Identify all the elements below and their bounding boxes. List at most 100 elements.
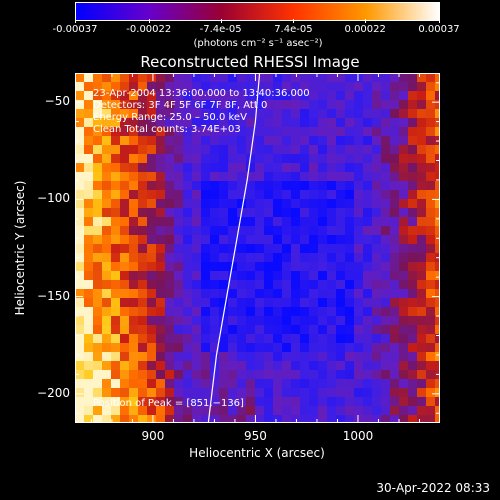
- heatmap-cell: [300, 181, 310, 191]
- heatmap-cell: [354, 307, 364, 317]
- heatmap-cell: [201, 91, 211, 101]
- heatmap-cell: [120, 253, 130, 263]
- heatmap-cell: [327, 208, 337, 218]
- heatmap-cell: [372, 307, 382, 317]
- heatmap-cell: [120, 361, 130, 371]
- heatmap-cell: [327, 271, 337, 281]
- heatmap-cell: [84, 271, 94, 281]
- heatmap-cell: [102, 253, 112, 263]
- heatmap-cell: [291, 109, 301, 119]
- heatmap-cell: [336, 307, 346, 317]
- heatmap-cell: [192, 325, 202, 335]
- heatmap-cell: [129, 127, 139, 137]
- heatmap-cell: [246, 127, 256, 137]
- heatmap-cell: [156, 199, 166, 209]
- heatmap-cell: [165, 262, 175, 272]
- heatmap-cell: [345, 262, 355, 272]
- heatmap-cell: [390, 379, 400, 389]
- heatmap-cell: [237, 379, 247, 389]
- heatmap-cell: [246, 109, 256, 119]
- heatmap-cell: [381, 307, 391, 317]
- heatmap-cell: [129, 199, 139, 209]
- heatmap-cell: [399, 307, 409, 317]
- heatmap-cell: [291, 163, 301, 173]
- heatmap-cell: [111, 208, 121, 218]
- heatmap-cell: [138, 226, 148, 236]
- heatmap-cell: [120, 172, 130, 182]
- heatmap-cell: [264, 199, 274, 209]
- y-tick-label: −50: [44, 94, 70, 109]
- heatmap-cell: [165, 199, 175, 209]
- heatmap-cell: [372, 343, 382, 353]
- heatmap-cell: [147, 91, 157, 101]
- heatmap-cell: [237, 388, 247, 398]
- heatmap-plot: [75, 73, 440, 423]
- heatmap-cell: [354, 172, 364, 182]
- heatmap-cell: [228, 343, 238, 353]
- heatmap-cell: [111, 379, 121, 389]
- heatmap-cell: [156, 226, 166, 236]
- heatmap-cell: [147, 352, 157, 362]
- heatmap-cell: [345, 253, 355, 263]
- heatmap-cell: [399, 244, 409, 254]
- heatmap-cell: [300, 370, 310, 380]
- heatmap-cell: [381, 199, 391, 209]
- heatmap-cell: [327, 397, 337, 407]
- heatmap-cell: [435, 271, 440, 281]
- heatmap-cell: [336, 253, 346, 263]
- heatmap-cell: [120, 235, 130, 245]
- heatmap-cell: [327, 127, 337, 137]
- heatmap-cell: [210, 199, 220, 209]
- heatmap-cell: [300, 109, 310, 119]
- heatmap-cell: [336, 289, 346, 299]
- heatmap-cell: [372, 316, 382, 326]
- heatmap-cell: [156, 172, 166, 182]
- heatmap-cell: [228, 361, 238, 371]
- heatmap-cell: [219, 262, 229, 272]
- heatmap-cell: [345, 163, 355, 173]
- heatmap-cell: [174, 82, 184, 92]
- heatmap-cell: [363, 343, 373, 353]
- heatmap-cell: [336, 199, 346, 209]
- heatmap-cell: [84, 388, 94, 398]
- heatmap-cell: [282, 208, 292, 218]
- heatmap-cell: [84, 145, 94, 155]
- heatmap-cell: [264, 91, 274, 101]
- heatmap-cell: [372, 73, 382, 83]
- heatmap-cell: [426, 82, 436, 92]
- heatmap-cell: [165, 235, 175, 245]
- heatmap-cell: [318, 316, 328, 326]
- heatmap-cell: [264, 352, 274, 362]
- heatmap-cell: [192, 361, 202, 371]
- heatmap-cell: [174, 253, 184, 263]
- heatmap-cell: [327, 226, 337, 236]
- heatmap-cell: [255, 307, 265, 317]
- heatmap-cell: [111, 280, 121, 290]
- heatmap-cell: [273, 100, 283, 110]
- heatmap-cell: [75, 352, 85, 362]
- heatmap-cell: [156, 307, 166, 317]
- heatmap-cell: [336, 127, 346, 137]
- heatmap-cell: [426, 343, 436, 353]
- heatmap-cell: [363, 109, 373, 119]
- heatmap-cell: [183, 397, 193, 407]
- heatmap-cell: [93, 352, 103, 362]
- heatmap-cell: [426, 370, 436, 380]
- heatmap-cell: [228, 226, 238, 236]
- heatmap-cell: [309, 100, 319, 110]
- heatmap-cell: [435, 235, 440, 245]
- heatmap-cell: [381, 334, 391, 344]
- heatmap-cell: [210, 82, 220, 92]
- heatmap-cell: [210, 127, 220, 137]
- heatmap-cell: [309, 91, 319, 101]
- heatmap-cell: [156, 289, 166, 299]
- heatmap-cell: [192, 343, 202, 353]
- heatmap-cell: [336, 415, 346, 423]
- heatmap-cell: [210, 298, 220, 308]
- heatmap-cell: [84, 109, 94, 119]
- heatmap-cell: [138, 370, 148, 380]
- heatmap-cell: [327, 307, 337, 317]
- heatmap-cell: [84, 190, 94, 200]
- heatmap-cell: [408, 271, 418, 281]
- heatmap-cell: [327, 289, 337, 299]
